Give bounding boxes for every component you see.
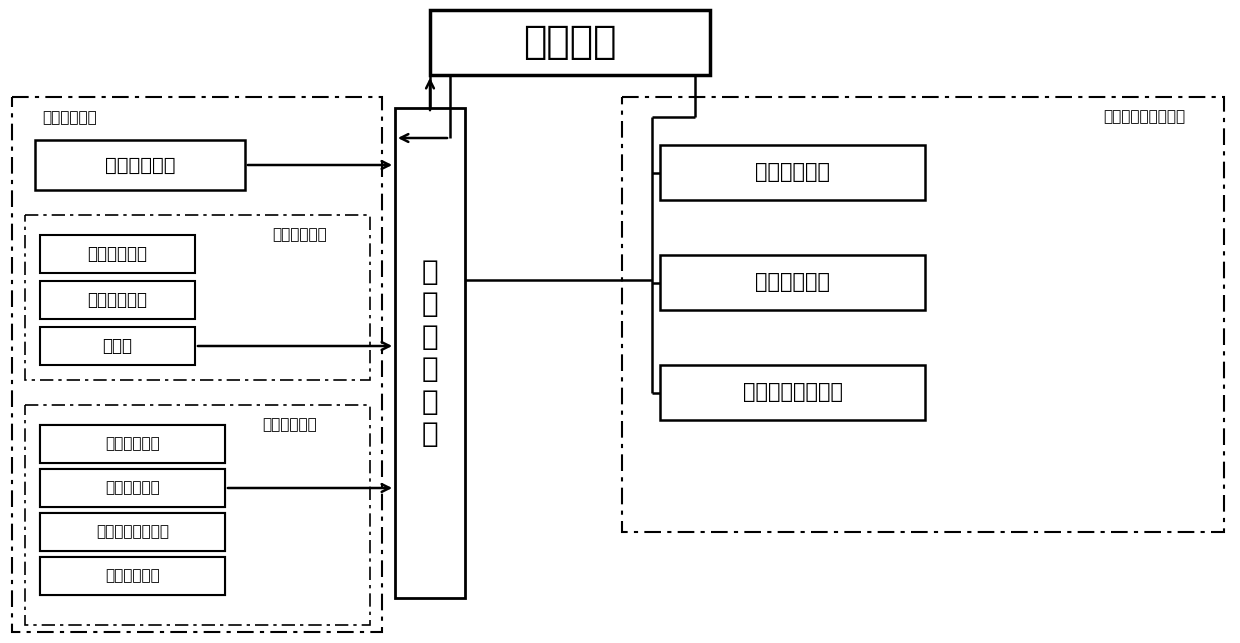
Text: 微处理器单元: 微处理器单元 xyxy=(104,156,175,174)
Bar xyxy=(40,513,224,551)
Bar xyxy=(40,469,224,507)
Bar xyxy=(12,97,382,632)
Text: 均衡保护单元: 均衡保护单元 xyxy=(263,417,317,432)
Text: 有源均衡系统: 有源均衡系统 xyxy=(42,110,98,125)
Text: 第一开关元件: 第一开关元件 xyxy=(88,245,148,263)
Bar xyxy=(40,469,224,507)
Bar xyxy=(40,557,224,595)
Bar xyxy=(430,10,711,75)
Bar xyxy=(660,255,925,310)
Bar xyxy=(25,215,370,380)
Bar xyxy=(40,513,224,551)
Bar xyxy=(40,557,224,595)
Text: 保护控制模块: 保护控制模块 xyxy=(105,568,160,583)
Bar xyxy=(40,327,195,365)
Text: 高压检测模块: 高压检测模块 xyxy=(105,480,160,496)
Bar xyxy=(35,140,246,190)
Text: 故障信号保持模块: 故障信号保持模块 xyxy=(95,525,169,539)
Text: 均衡控制单元: 均衡控制单元 xyxy=(273,227,327,242)
Bar xyxy=(660,365,925,420)
Text: 电芯本体: 电芯本体 xyxy=(523,24,616,62)
Bar xyxy=(40,425,224,463)
Bar xyxy=(396,108,465,598)
Text: 消弧线圈分级模块: 消弧线圈分级模块 xyxy=(743,383,842,403)
Text: 第二开关元件: 第二开关元件 xyxy=(88,291,148,309)
Bar xyxy=(25,405,370,625)
Text: 电感器: 电感器 xyxy=(103,337,133,355)
Bar xyxy=(40,281,195,319)
Bar xyxy=(622,97,1224,532)
Bar xyxy=(40,235,195,273)
Text: 数
据
采
集
电
路: 数 据 采 集 电 路 xyxy=(422,258,438,448)
Text: 消弧控制模块: 消弧控制模块 xyxy=(755,273,830,293)
Text: 交直流有源消弧系统: 交直流有源消弧系统 xyxy=(1102,109,1185,124)
Text: 有源开关模块: 有源开关模块 xyxy=(755,163,830,183)
Bar xyxy=(660,145,925,200)
Bar xyxy=(40,425,224,463)
Text: 低压检测模块: 低压检测模块 xyxy=(105,437,160,451)
